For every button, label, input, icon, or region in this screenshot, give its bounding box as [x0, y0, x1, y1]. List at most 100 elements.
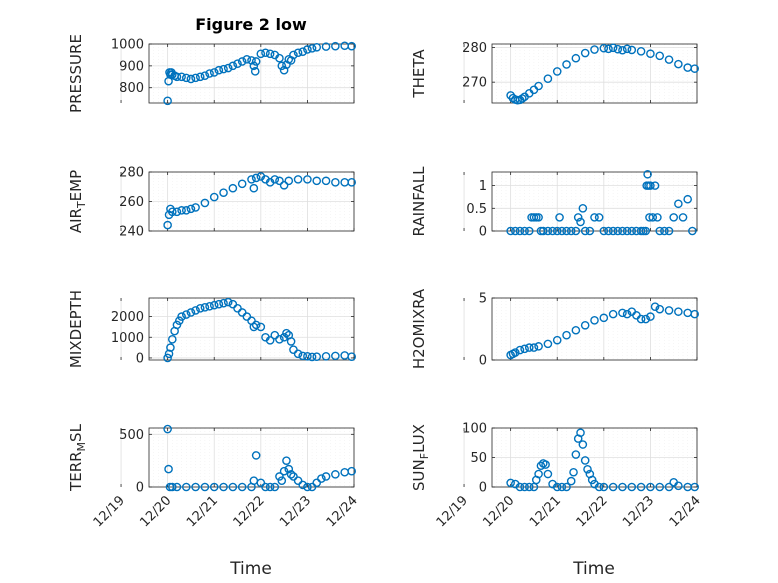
data-point [265, 482, 275, 492]
data-point [279, 332, 289, 342]
data-point [331, 41, 340, 51]
data-point [580, 226, 590, 236]
data-point [599, 226, 609, 236]
y-tick-label: 260 [119, 195, 144, 210]
data-point [636, 482, 646, 492]
data-point [576, 217, 585, 227]
data-point [688, 226, 697, 236]
data-point [284, 464, 294, 474]
data-point [646, 482, 655, 492]
data-point [265, 336, 275, 345]
data-point [599, 482, 609, 492]
x-tick-label: 12/24 [324, 493, 361, 530]
data-point [347, 178, 356, 187]
data-point [163, 220, 172, 230]
data-point [641, 226, 651, 236]
data-point [524, 343, 534, 352]
data-point [209, 192, 219, 202]
data-point [618, 308, 627, 318]
data-point [219, 482, 228, 492]
data-point [303, 351, 312, 361]
data-point [214, 65, 224, 75]
data-point [167, 207, 177, 217]
data-point [566, 476, 576, 486]
data-point [233, 59, 242, 68]
data-point [191, 482, 200, 492]
y-axis-label: PRESSURE [67, 34, 85, 113]
data-point [275, 176, 284, 186]
data-point [557, 482, 567, 492]
data-point [237, 179, 247, 189]
data-point [590, 213, 599, 222]
data-point [618, 45, 627, 55]
data-point [312, 478, 322, 488]
data-point [270, 175, 280, 184]
data-point [569, 467, 578, 477]
axes-box [491, 43, 698, 104]
data-point [608, 43, 618, 53]
y-tick-label: 500 [119, 428, 144, 443]
data-point [331, 178, 340, 187]
data-point [181, 482, 191, 492]
data-point [237, 57, 247, 66]
data-point [282, 60, 291, 70]
data-point [307, 482, 317, 492]
data-point [622, 226, 632, 236]
data-point [164, 464, 173, 474]
data-point [164, 349, 174, 359]
data-point [541, 460, 550, 469]
data-point [534, 81, 543, 91]
data-point [520, 226, 529, 236]
y-tick-label: 1000 [111, 331, 144, 346]
data-point [331, 470, 340, 479]
x-tick-label: 12/21 [184, 493, 221, 530]
data-point [627, 482, 637, 492]
y-tick-label: 270 [462, 76, 487, 91]
data-point [571, 53, 581, 63]
data-point [293, 48, 303, 58]
data-point [293, 349, 303, 359]
data-point [690, 482, 699, 492]
data-point [683, 194, 692, 204]
data-point [298, 47, 308, 56]
data-point [293, 175, 303, 184]
x-tick-label: 12/23 [277, 493, 314, 530]
data-point [261, 48, 270, 58]
data-point [655, 51, 665, 61]
data-point [205, 301, 214, 311]
x-axis-label-left: Time [229, 559, 272, 579]
data-point [674, 481, 683, 491]
data-point [669, 213, 679, 222]
data-point [590, 45, 599, 54]
data-point [219, 188, 228, 197]
data-point [256, 49, 266, 59]
data-point [347, 466, 356, 476]
data-point [664, 55, 674, 64]
data-point [566, 226, 576, 236]
data-point [524, 482, 534, 492]
y-axis-label: SUNFLUX [410, 424, 431, 491]
data-point [571, 450, 581, 459]
data-point [664, 482, 674, 492]
y-tick-label: 0 [136, 351, 144, 366]
data-point [251, 320, 261, 330]
axes-box [148, 43, 355, 104]
data-point [524, 226, 534, 236]
y-tick-label: 0 [479, 481, 487, 496]
data-point [279, 65, 289, 75]
data-point [214, 299, 224, 309]
data-point [648, 213, 658, 222]
data-point [247, 175, 256, 184]
y-tick-label: 100 [462, 422, 487, 437]
data-point [286, 470, 296, 479]
data-point [660, 226, 669, 236]
data-point [578, 440, 588, 449]
data-point [177, 206, 186, 215]
axes-box [148, 427, 355, 488]
subplot-theta: 270 280 THETA [410, 41, 699, 105]
data-point [181, 73, 191, 83]
subplot-terr_msl: 0 500 12/19 12/20 12/21 12/22 12/23 12/24 TERRMS… [67, 423, 361, 530]
data-point [571, 325, 581, 335]
y-axis-label: TERRMSL [67, 423, 88, 492]
y-axis-label: THETA [410, 49, 428, 99]
